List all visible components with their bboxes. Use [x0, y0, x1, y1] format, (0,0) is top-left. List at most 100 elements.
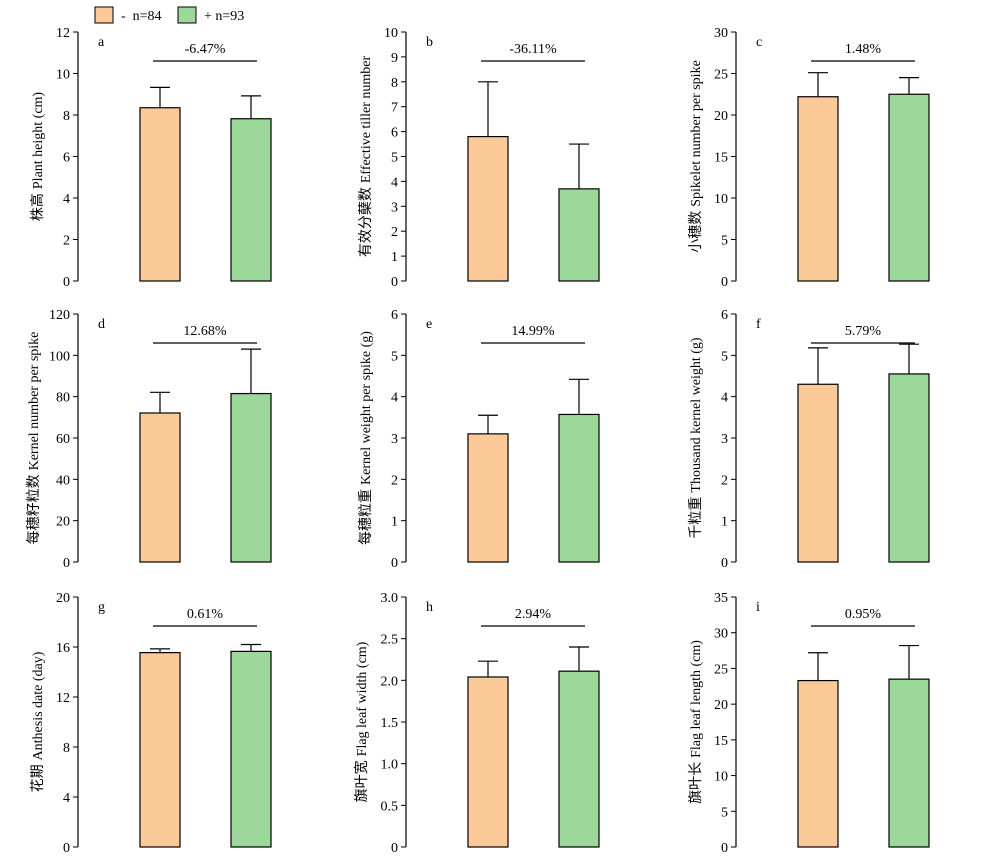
- y-axis-label-en: Kernel weight per spike (g): [359, 331, 374, 485]
- y-axis-label-en: Kernel number per spike: [27, 332, 42, 471]
- percent-change-label: 14.99%: [511, 324, 555, 339]
- y-tick-label: 15: [714, 151, 728, 166]
- y-axis-label-cn: 千粒重: [688, 497, 704, 539]
- y-tick-label: 60: [56, 432, 70, 447]
- percent-change-label: -36.11%: [509, 42, 557, 57]
- y-axis-label-cn: 有效分蘖数: [358, 187, 374, 257]
- bar-minus: [139, 412, 181, 563]
- y-axis-label: 每穗籽粒数 Kernel number per spike: [26, 332, 42, 545]
- legend-swatch-plus: [177, 6, 197, 24]
- bar-plus: [888, 678, 930, 848]
- y-axis-label: 千粒重 Thousand kernel weight (g): [688, 337, 704, 538]
- bar-plus: [558, 188, 600, 282]
- panel-letter: e: [426, 317, 432, 332]
- y-tick-label: 20: [714, 698, 728, 713]
- y-tick-label: 3: [721, 432, 728, 447]
- y-axis-label: 株高 Plant height (cm): [29, 92, 46, 222]
- y-tick-label: 0: [63, 275, 70, 290]
- bar-minus: [467, 135, 509, 282]
- percent-change-label: -6.47%: [185, 42, 226, 57]
- y-axis-label: 旗叶长 Flag leaf length (cm): [688, 640, 704, 804]
- panel-f: 0 1 2 3 4 5 6 f 千粒重 Thousand kernel weight (g) 5.7…: [688, 308, 930, 571]
- y-tick-label: 1: [391, 250, 398, 265]
- y-tick-label: 30: [714, 26, 728, 41]
- y-tick-label: 16: [56, 641, 70, 656]
- y-axis-label-en: Flag leaf length (cm): [689, 640, 704, 758]
- panel-d: 0 20 40 60 80 100 120 d 每穗籽粒数 Kernel number per s…: [26, 308, 272, 571]
- legend: - n=84 + n=93: [94, 6, 244, 24]
- panel-b: 0 1 2 3 4 5 6 7 8 9 10 b 有效分蘖数 Effective tiller numbe…: [358, 26, 600, 290]
- y-tick-label: 5: [391, 151, 398, 166]
- y-tick-label: 3: [391, 432, 398, 447]
- bar-plus: [558, 670, 600, 848]
- y-tick-label: 0: [721, 275, 728, 290]
- y-tick-label: 2: [391, 225, 398, 240]
- y-tick-label: 30: [714, 627, 728, 642]
- y-tick-label: 7: [391, 101, 398, 116]
- y-tick-label: 12: [56, 26, 70, 41]
- panel-letter: a: [98, 35, 105, 50]
- y-tick-label: 8: [63, 109, 70, 124]
- y-tick-label: 0: [721, 556, 728, 571]
- y-axis-label-cn: 花期: [30, 764, 46, 792]
- y-tick-label: 4: [391, 175, 398, 190]
- bar-minus: [467, 676, 509, 848]
- y-tick-label: 15: [714, 734, 728, 749]
- y-tick-label: 35: [714, 591, 728, 606]
- y-axis-label-en: Plant height (cm): [31, 92, 46, 190]
- y-tick-label: 0: [721, 841, 728, 856]
- y-axis-label-en: Flag leaf width (cm): [355, 641, 370, 756]
- y-tick-label: 4: [391, 391, 398, 406]
- y-tick-label: 3.0: [381, 591, 399, 606]
- y-tick-label: 12: [56, 691, 70, 706]
- y-tick-label: 1.5: [381, 716, 399, 731]
- y-tick-label: 1: [721, 515, 728, 530]
- bar-plus: [230, 392, 272, 563]
- y-axis-label: 小穗数 Spikelet number per spike: [688, 60, 704, 253]
- legend-swatch-minus: [94, 6, 114, 24]
- bar-minus: [467, 433, 509, 563]
- y-axis-label-en: Spikelet number per spike: [689, 60, 704, 207]
- y-axis-label-cn: 每穗籽粒数: [26, 474, 42, 544]
- y-tick-label: 4: [63, 791, 70, 806]
- y-tick-label: 8: [391, 76, 398, 91]
- y-tick-label: 10: [714, 770, 728, 785]
- y-tick-label: 25: [714, 68, 728, 83]
- y-tick-label: 4: [721, 391, 728, 406]
- bar-minus: [797, 96, 839, 282]
- y-axis-label-en: Thousand kernel weight (g): [689, 337, 704, 492]
- y-tick-label: 20: [56, 515, 70, 530]
- y-tick-label: 6: [391, 308, 398, 323]
- y-tick-label: 0.5: [381, 799, 399, 814]
- y-tick-label: 2.5: [381, 633, 399, 648]
- y-tick-label: 20: [56, 591, 70, 606]
- percent-change-label: 0.61%: [187, 607, 224, 622]
- y-tick-label: 6: [63, 151, 70, 166]
- y-axis-label: 旗叶宽 Flag leaf width (cm): [353, 641, 370, 802]
- bar-plus: [558, 413, 600, 563]
- panel-letter: f: [756, 317, 761, 332]
- y-tick-label: 10: [384, 26, 398, 41]
- y-tick-label: 2: [63, 234, 70, 249]
- bar-plus: [888, 373, 930, 563]
- y-axis-label-cn: 小穗数: [688, 211, 704, 253]
- y-tick-label: 0: [391, 556, 398, 571]
- y-tick-label: 8: [63, 741, 70, 756]
- y-tick-label: 0: [391, 841, 398, 856]
- y-tick-label: 5: [721, 349, 728, 364]
- percent-change-label: 1.48%: [845, 42, 882, 57]
- y-tick-label: 20: [714, 109, 728, 124]
- y-tick-label: 5: [721, 805, 728, 820]
- y-axis-label: 每穗粒重 Kernel weight per spike (g): [358, 331, 374, 545]
- y-tick-label: 2: [721, 473, 728, 488]
- y-tick-label: 4: [63, 192, 70, 207]
- y-axis-label: 花期 Anthesis date (day): [30, 651, 46, 792]
- legend-label-plus: + n=93: [204, 9, 244, 24]
- y-axis-label-cn: 每穗粒重: [358, 489, 374, 545]
- percent-change-label: 12.68%: [183, 324, 227, 339]
- percent-change-label: 5.79%: [845, 324, 882, 339]
- y-axis-label-cn: 旗叶长: [688, 762, 704, 804]
- y-tick-label: 1: [391, 515, 398, 530]
- percent-change-label: 2.94%: [515, 607, 552, 622]
